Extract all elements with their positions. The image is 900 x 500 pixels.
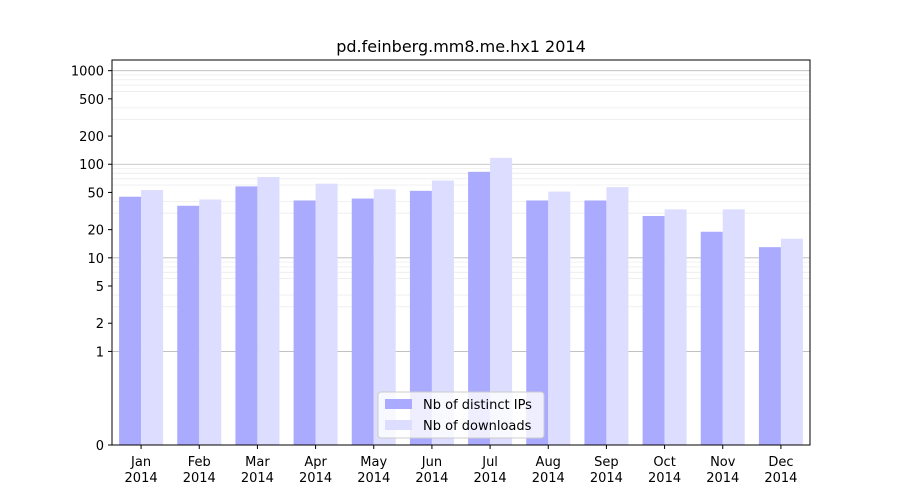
bar-distinct-ips [293,200,316,445]
x-tick-year: 2014 [183,471,216,486]
x-tick-year: 2014 [706,471,739,486]
bars [119,157,803,446]
x-tick-label: Apr [304,455,327,470]
x-tick-year: 2014 [532,471,565,486]
bar-distinct-ips [177,205,200,445]
bar-downloads [315,183,338,445]
x-tick-label: Dec [768,455,793,470]
bar-distinct-ips [119,196,142,445]
plot-frame [111,59,811,446]
bar-downloads [606,187,629,445]
y-tick-label: 200 [79,130,104,145]
x-tick-year: 2014 [125,471,158,486]
bar-distinct-ips [642,215,665,445]
x-tick-year: 2014 [415,471,448,486]
x-tick-label: Jun [421,455,442,470]
y-tick-label: 5 [96,280,104,295]
legend-swatch [385,399,412,409]
bar-distinct-ips [468,171,491,445]
y-tick-label: 1000 [71,65,104,80]
x-tick-label: Sep [594,455,619,470]
bar-distinct-ips [409,190,432,445]
y-tick-label: 50 [87,186,104,201]
grid [112,70,810,352]
legend-swatch [385,420,412,430]
bar-downloads [199,199,222,445]
x-tick-label: Oct [653,455,675,470]
legend: Nb of distinct IPs Nb of downloads [377,391,545,439]
y-tick-label: 500 [79,93,104,108]
y-tick-label: 1 [96,345,104,360]
x-tick-label: Nov [710,455,736,470]
bar-distinct-ips [526,200,549,445]
bar-downloads [780,238,803,445]
y-tick-label: 10 [87,252,104,267]
bar-distinct-ips [235,186,258,445]
bar-downloads [548,191,571,445]
x-tick-year: 2014 [764,471,797,486]
x-tick-year: 2014 [590,471,623,486]
legend-label: Nb of downloads [423,419,532,434]
bar-downloads [490,157,513,446]
bar-distinct-ips [758,247,781,445]
bar-downloads [373,189,396,445]
bar-distinct-ips [351,198,374,445]
x-tick-label: Feb [188,455,211,470]
y-tick-label: 100 [79,158,104,173]
bar-downloads [431,180,454,446]
y-axis: 0 1 2 5 10 20 50 100 200 500 1000 [71,65,112,454]
bar-distinct-ips [584,200,607,445]
x-tick-label: Jul [481,455,498,470]
x-tick-year: 2014 [357,471,390,486]
legend-label: Nb of distinct IPs [423,398,532,413]
bar-downloads [141,190,164,445]
chart-title: pd.feinberg.mm8.me.hx1 2014 [336,37,586,56]
bar-downloads [664,209,687,445]
x-tick-year: 2014 [299,471,332,486]
x-tick-label: May [360,455,387,470]
bar-downloads [257,177,280,446]
y-tick-label: 2 [96,317,104,332]
bar-distinct-ips [700,231,723,445]
legend-box [377,391,545,439]
y-tick-label: 0 [96,439,104,454]
x-tick-label: Aug [536,455,561,470]
y-tick-label: 20 [87,224,104,239]
x-tick-label: Jan [130,455,151,470]
bar-downloads [722,209,745,445]
x-tick-year: 2014 [241,471,274,486]
x-tick-label: Mar [245,455,270,470]
x-tick-year: 2014 [648,471,681,486]
x-axis: Jan2014Feb2014Mar2014Apr2014May2014Jun20… [125,445,797,486]
x-tick-year: 2014 [474,471,507,486]
